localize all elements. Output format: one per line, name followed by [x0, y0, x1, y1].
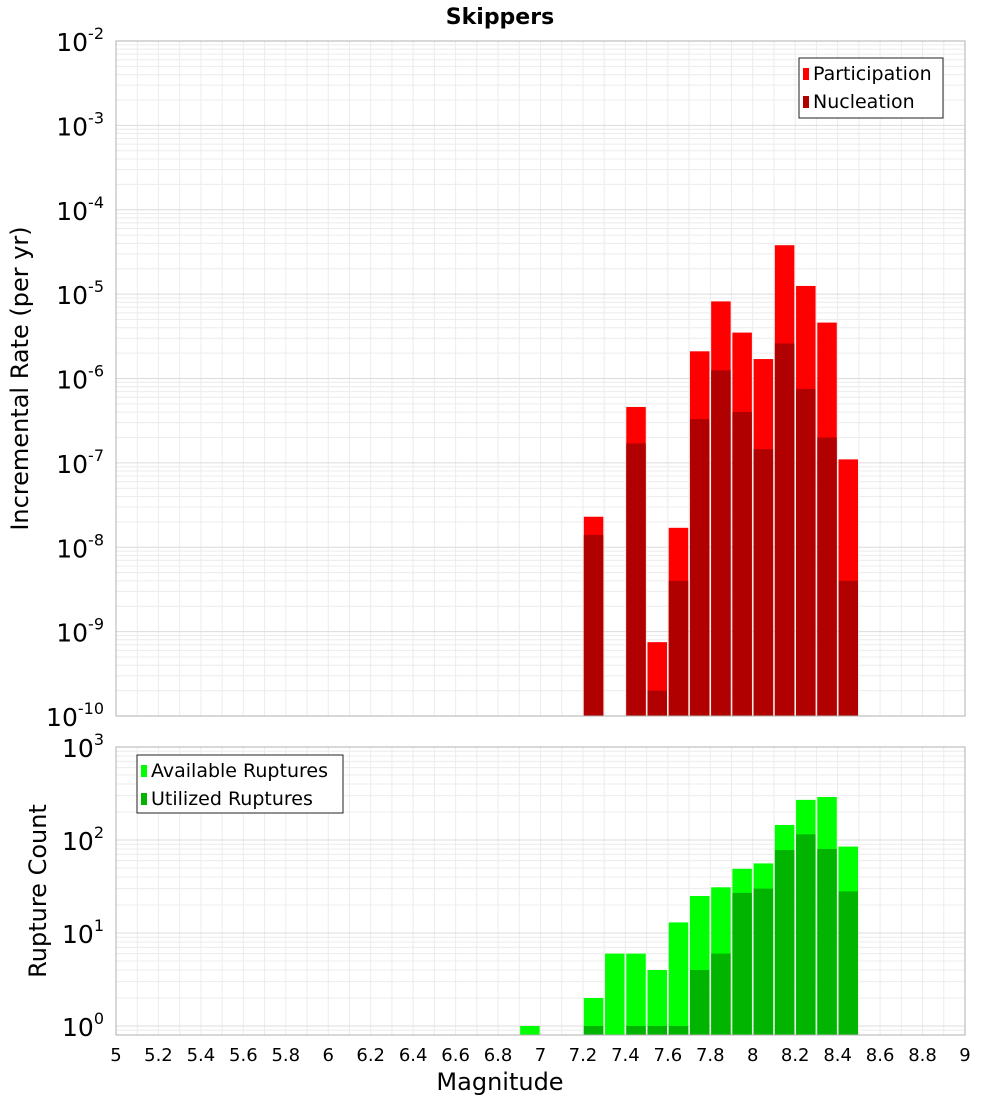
- x-tick-label: 8.6: [866, 1045, 895, 1066]
- x-tick-label: 8: [747, 1045, 758, 1066]
- x-tick-label: 6.4: [399, 1045, 428, 1066]
- legend-entry: Nucleation: [813, 91, 915, 113]
- bar-nucleation: [647, 690, 667, 716]
- bar-utilized-ruptures: [689, 969, 710, 1035]
- x-tick-label: 6: [323, 1045, 334, 1066]
- bar-available-ruptures: [647, 969, 667, 1035]
- bars-0: [583, 245, 859, 717]
- bar-nucleation: [838, 580, 859, 716]
- y-axis-label: Incremental Rate (per yr): [6, 226, 34, 530]
- x-tick-label: 8.8: [908, 1045, 937, 1066]
- x-tick-label: 5.6: [229, 1045, 258, 1066]
- legend-swatch: [803, 96, 809, 108]
- legend-entry: Participation: [813, 63, 932, 85]
- bar-available-ruptures: [668, 922, 689, 1035]
- x-tick-label: 7.2: [569, 1045, 598, 1066]
- y-tick-label: 10-9: [56, 615, 104, 648]
- chart-title: Skippers: [446, 5, 554, 30]
- y-tick-label: 10-3: [56, 108, 104, 141]
- bar-utilized-ruptures: [668, 1025, 689, 1035]
- bar-nucleation: [796, 389, 816, 716]
- bar-available-ruptures: [520, 1025, 540, 1035]
- x-tick-label: 6.6: [441, 1045, 470, 1066]
- bar-nucleation: [817, 437, 837, 716]
- x-tick-labels: 5 5.2 5.4 5.6 5.8 6 6.2 6.4 6.6 6.8 7 7.2 7.4 7.6 7.8 8…: [110, 1045, 970, 1066]
- bar-available-ruptures: [626, 953, 646, 1035]
- bars-1: [520, 796, 859, 1035]
- x-axis-label: Magnitude: [436, 1068, 563, 1096]
- x-tick-label: 6.8: [484, 1045, 513, 1066]
- bar-nucleation: [711, 370, 731, 716]
- bar-utilized-ruptures: [732, 892, 752, 1035]
- bar-utilized-ruptures: [753, 888, 774, 1035]
- x-tick-label: 5.2: [144, 1045, 173, 1066]
- y-tick-label: 10-6: [56, 362, 104, 395]
- bar-utilized-ruptures: [647, 1025, 667, 1035]
- gridlines-0: [115, 40, 966, 717]
- bar-utilized-ruptures: [796, 834, 816, 1035]
- y-tick-label: 100: [62, 1009, 104, 1042]
- y-tick-label: 102: [62, 823, 104, 856]
- legend-swatch: [803, 68, 809, 80]
- top-panel: 10-10 10-9 10-8 10-7 10-6 10-5 10-4 10-3 10-2 Inc…: [6, 24, 966, 732]
- y-tick-label: 10-7: [56, 446, 104, 479]
- x-tick-label: 5.4: [187, 1045, 216, 1066]
- legend-swatch: [141, 793, 147, 805]
- legend-box: [798, 57, 944, 119]
- legend-box: [136, 754, 344, 814]
- y-tick-label: 10-8: [56, 530, 104, 563]
- legend-entry: Utilized Ruptures: [151, 788, 313, 810]
- x-tick-label: 6.2: [356, 1045, 385, 1066]
- bar-utilized-ruptures: [838, 891, 859, 1035]
- plot-frame-1: [115, 746, 966, 1036]
- x-tick-label: 5: [110, 1045, 121, 1066]
- x-tick-label: 9: [959, 1045, 970, 1066]
- bar-nucleation: [583, 534, 604, 716]
- bar-available-ruptures: [605, 953, 625, 1035]
- x-tick-label: 7.6: [654, 1045, 683, 1066]
- bar-nucleation: [753, 449, 774, 716]
- x-tick-label: 5.8: [271, 1045, 300, 1066]
- legend-entry: Available Ruptures: [151, 760, 328, 782]
- bar-nucleation: [626, 443, 646, 716]
- x-tick-label: 7: [535, 1045, 546, 1066]
- y-tick-label: 10-10: [46, 699, 104, 732]
- bar-utilized-ruptures: [583, 1025, 604, 1035]
- bar-nucleation: [668, 580, 689, 716]
- legend-0: Participation Nucleation: [798, 57, 944, 119]
- bar-nucleation: [689, 419, 710, 716]
- bar-utilized-ruptures: [774, 850, 795, 1035]
- legend-swatch: [141, 765, 147, 777]
- y-tick-label: 10-2: [56, 24, 104, 57]
- bar-nucleation: [774, 343, 795, 716]
- y-tick-label: 103: [62, 730, 104, 763]
- bar-utilized-ruptures: [711, 953, 731, 1035]
- x-tick-label: 8.4: [823, 1045, 852, 1066]
- x-tick-label: 7.8: [696, 1045, 725, 1066]
- bar-available-ruptures: [583, 997, 604, 1035]
- y-tick-label: 10-5: [56, 277, 104, 310]
- plot-frame-0: [115, 40, 966, 717]
- x-tick-label: 7.4: [611, 1045, 640, 1066]
- bottom-panel: 100 101 102 103 Rupture Count Available Ruptu…: [24, 730, 971, 1066]
- bar-nucleation: [732, 412, 752, 716]
- bar-utilized-ruptures: [626, 1025, 646, 1035]
- y-tick-label: 101: [62, 916, 104, 949]
- y-tick-label: 10-4: [56, 193, 104, 226]
- x-tick-label: 8.2: [781, 1045, 810, 1066]
- bar-utilized-ruptures: [817, 849, 837, 1035]
- legend-1: Available Ruptures Utilized Ruptures: [136, 754, 344, 814]
- y-axis-label: Rupture Count: [24, 804, 52, 978]
